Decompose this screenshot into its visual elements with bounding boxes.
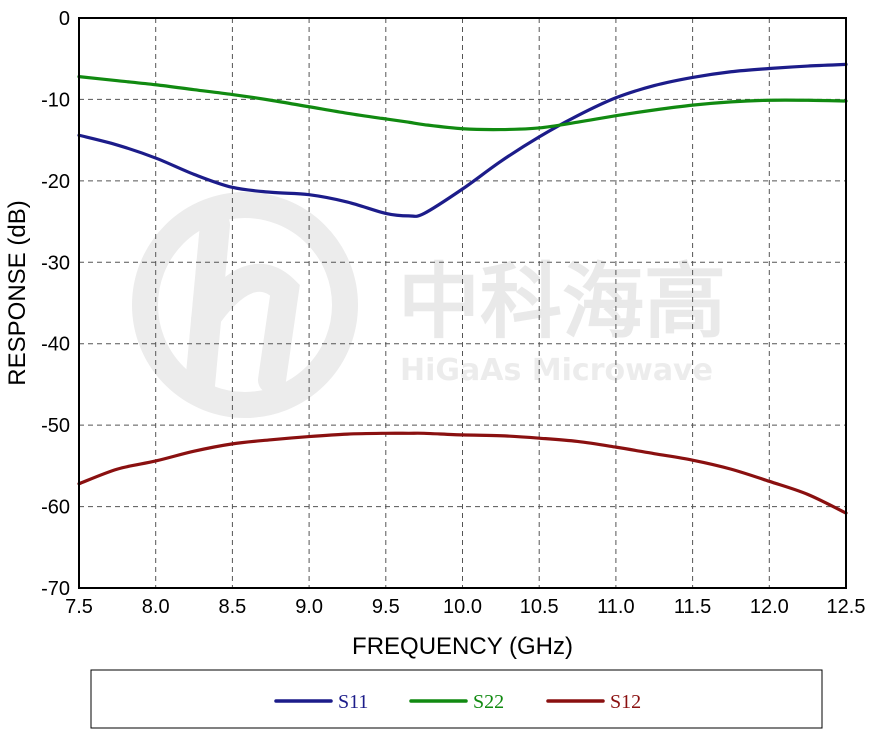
x-tick-label: 12.5 [827,596,866,618]
series-line-s11 [77,62,848,218]
x-tick-label: 10.5 [520,596,559,618]
series-layer [77,62,848,515]
x-tick-label: 10.0 [443,596,482,618]
legend-label-s22: S22 [473,691,504,713]
watermark-brand-cn: 中科海高 [398,255,726,350]
y-tick-label: -60 [41,497,70,519]
plot-frame [78,17,847,589]
watermark: 中科海高 HiGaAs Microwave [132,192,726,418]
legend-label-s11: S11 [338,691,368,713]
x-axis-title: FREQUENCY (GHz) [352,633,573,660]
y-tick-label: -20 [41,171,70,193]
x-tick-label: 8.5 [218,596,246,618]
x-tick-label: 11.5 [674,596,711,618]
y-axis-ticks: 0 -10 -20 -30 -40 -50 -60 -70 [41,8,70,600]
watermark-logo-icon [132,192,358,418]
series-line-s22 [77,75,848,132]
legend-box [90,669,823,729]
x-tick-label: 11.0 [597,596,634,618]
legend-label-s12: S12 [610,691,641,713]
y-tick-label: -40 [41,334,70,356]
y-tick-label: -50 [41,415,70,437]
y-tick-label: -30 [41,252,70,274]
series-line-s12 [77,431,848,515]
legend: S11 S22 S12 [90,669,823,729]
x-tick-label: 8.0 [142,596,170,618]
y-tick-label: 0 [59,8,70,30]
x-axis-ticks: 7.5 8.0 8.5 9.0 9.5 10.0 10.5 11.0 11.5 12.0 12.5 [65,596,865,618]
y-tick-label: -10 [41,89,70,111]
x-tick-label: 7.5 [65,596,93,618]
x-tick-label: 12.0 [750,596,789,618]
x-tick-label: 9.0 [295,596,323,618]
y-tick-label: -70 [41,578,70,600]
x-tick-label: 9.5 [372,596,400,618]
y-axis-title: RESPONSE (dB) [4,200,31,385]
watermark-brand-en: HiGaAs Microwave [400,353,713,388]
